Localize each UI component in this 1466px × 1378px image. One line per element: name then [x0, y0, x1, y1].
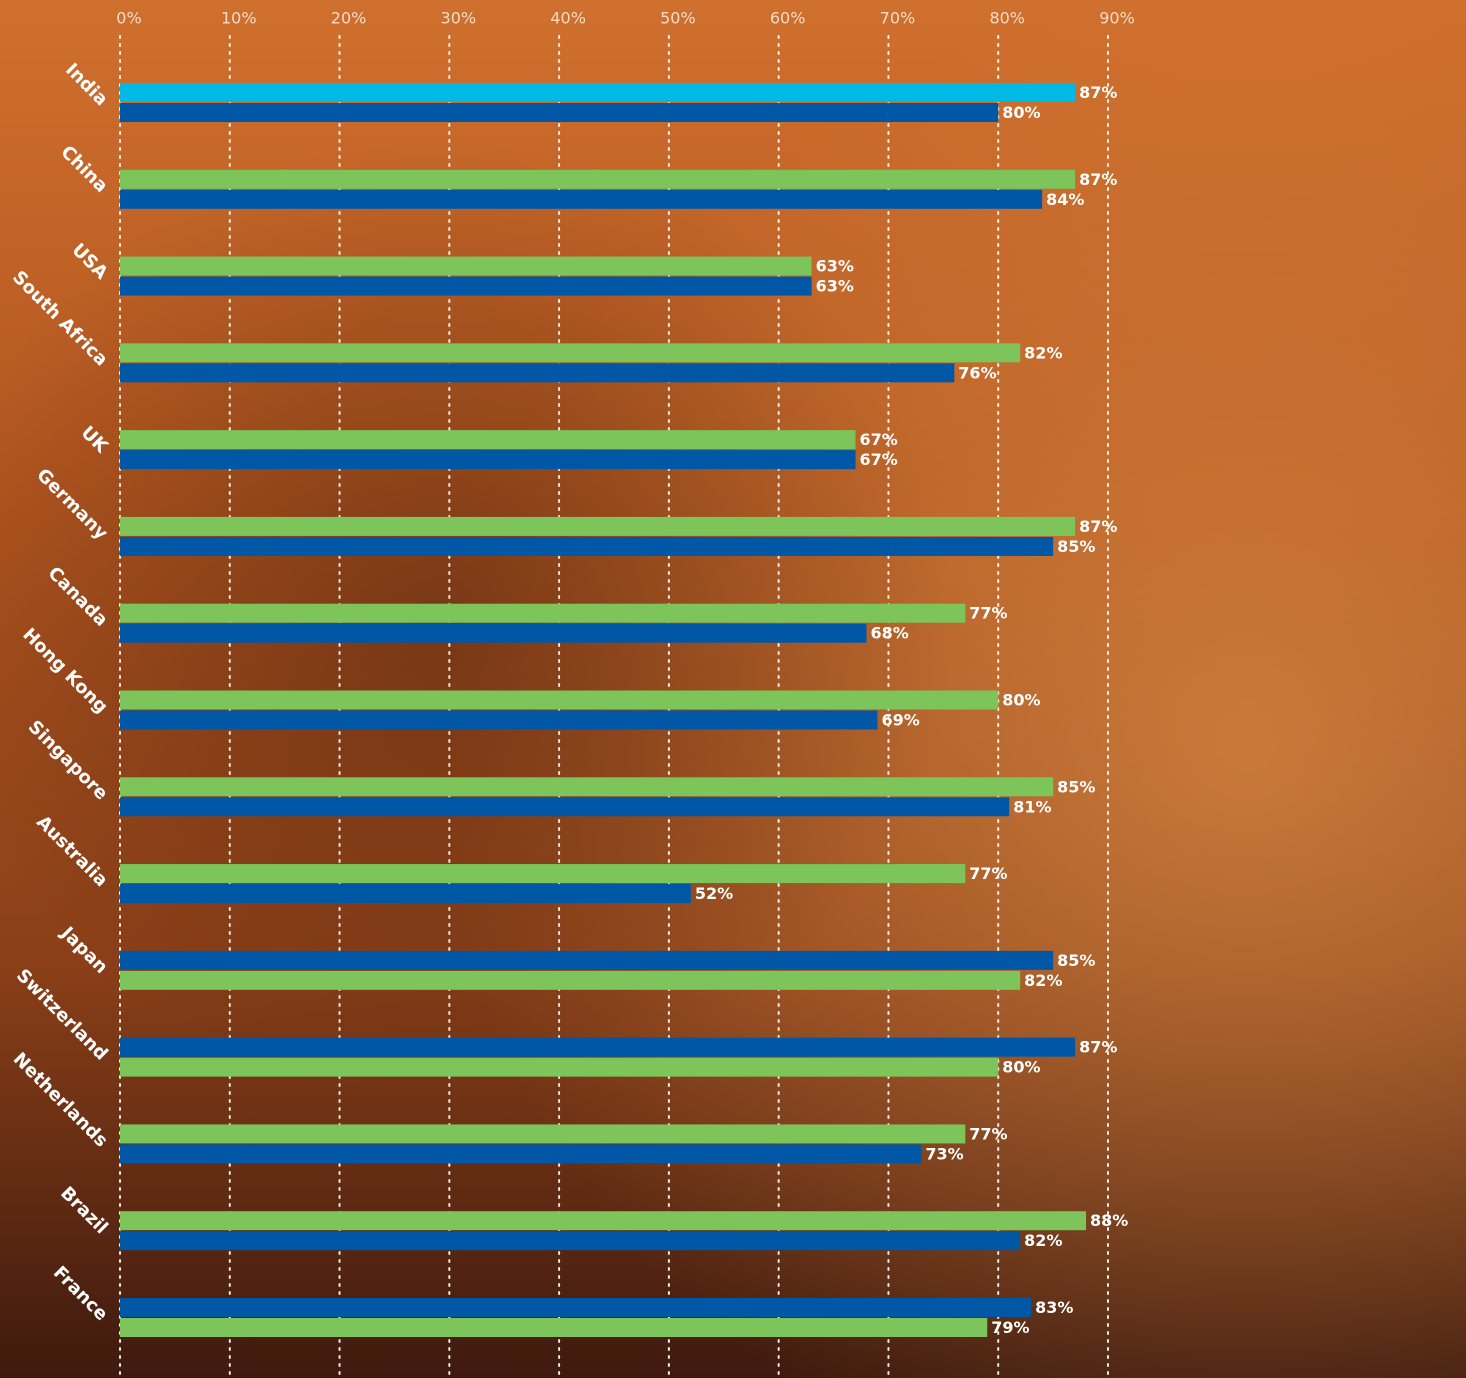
bar: [120, 536, 1054, 556]
bar: [120, 603, 966, 623]
value-label: 77%: [969, 864, 1007, 883]
bar: [120, 450, 856, 470]
value-label: 85%: [1057, 777, 1095, 796]
value-label: 82%: [1024, 1231, 1062, 1250]
value-label: 76%: [958, 363, 996, 382]
bar: [120, 1298, 1032, 1317]
x-tick-label: 10%: [221, 9, 257, 28]
bar: [120, 950, 1054, 970]
bar: [120, 710, 878, 730]
value-label: 52%: [695, 884, 733, 903]
bar: [120, 1231, 1021, 1251]
bar: [120, 430, 856, 450]
bar: [120, 516, 1076, 536]
value-label: 77%: [969, 1124, 1007, 1143]
value-label: 80%: [1002, 103, 1040, 122]
value-label: 88%: [1090, 1211, 1128, 1230]
x-tick-label: 20%: [331, 9, 367, 28]
bar: [120, 797, 1010, 817]
bar: [120, 623, 867, 643]
bar: [120, 169, 1076, 189]
value-label: 87%: [1079, 1038, 1117, 1057]
x-tick-label: 90%: [1099, 9, 1135, 28]
value-label: 63%: [816, 277, 854, 296]
value-label: 63%: [816, 257, 854, 276]
value-label: 84%: [1046, 190, 1084, 209]
bar: [120, 256, 812, 276]
value-label: 79%: [991, 1318, 1029, 1337]
value-label: 68%: [870, 624, 908, 643]
value-label: 87%: [1079, 170, 1117, 189]
bar: [120, 1211, 1087, 1231]
value-label: 80%: [1002, 691, 1040, 710]
bar: [120, 83, 1076, 102]
x-tick-label: 50%: [660, 9, 696, 28]
value-label: 73%: [925, 1144, 963, 1163]
value-label: 82%: [1024, 343, 1062, 362]
value-label: 87%: [1079, 517, 1117, 536]
x-tick-label: 0%: [116, 9, 141, 28]
bar: [120, 970, 1021, 990]
bar: [120, 690, 999, 710]
value-label: 85%: [1057, 537, 1095, 556]
bar: [120, 864, 966, 884]
bar: [120, 1144, 922, 1164]
value-label: 80%: [1002, 1058, 1040, 1077]
x-tick-label: 30%: [441, 9, 477, 28]
bar: [120, 103, 999, 122]
x-tick-label: 70%: [880, 9, 916, 28]
bar: [120, 189, 1043, 209]
value-label: 67%: [860, 430, 898, 449]
bar: [120, 1057, 999, 1077]
value-label: 85%: [1057, 951, 1095, 970]
bar: [120, 1124, 966, 1144]
bar: [120, 1037, 1076, 1057]
value-label: 69%: [881, 711, 919, 730]
value-label: 83%: [1035, 1298, 1073, 1317]
x-tick-label: 80%: [989, 9, 1025, 28]
bar: [120, 777, 1054, 797]
x-tick-label: 60%: [770, 9, 806, 28]
value-label: 77%: [969, 604, 1007, 623]
value-label: 67%: [860, 450, 898, 469]
value-label: 82%: [1024, 971, 1062, 990]
value-label: 81%: [1013, 797, 1051, 816]
bar: [120, 343, 1021, 363]
bar: [120, 884, 691, 904]
bar: [120, 1318, 988, 1337]
x-tick-label: 40%: [550, 9, 586, 28]
value-label: 87%: [1079, 83, 1117, 102]
bar: [120, 363, 955, 383]
bar: [120, 276, 812, 296]
